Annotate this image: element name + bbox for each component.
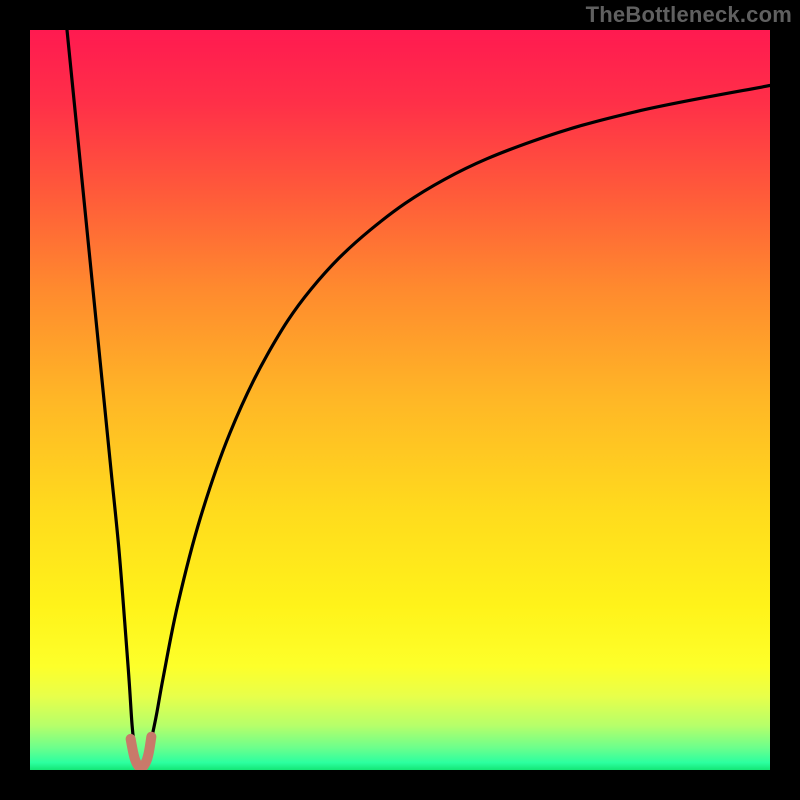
plot-area xyxy=(30,30,770,770)
notch-marker xyxy=(131,737,152,768)
curve-left-branch xyxy=(67,30,138,764)
chart-container: TheBottleneck.com xyxy=(0,0,800,800)
curve-layer xyxy=(30,30,770,770)
curve-right-branch xyxy=(144,86,770,765)
watermark-text: TheBottleneck.com xyxy=(586,2,792,28)
